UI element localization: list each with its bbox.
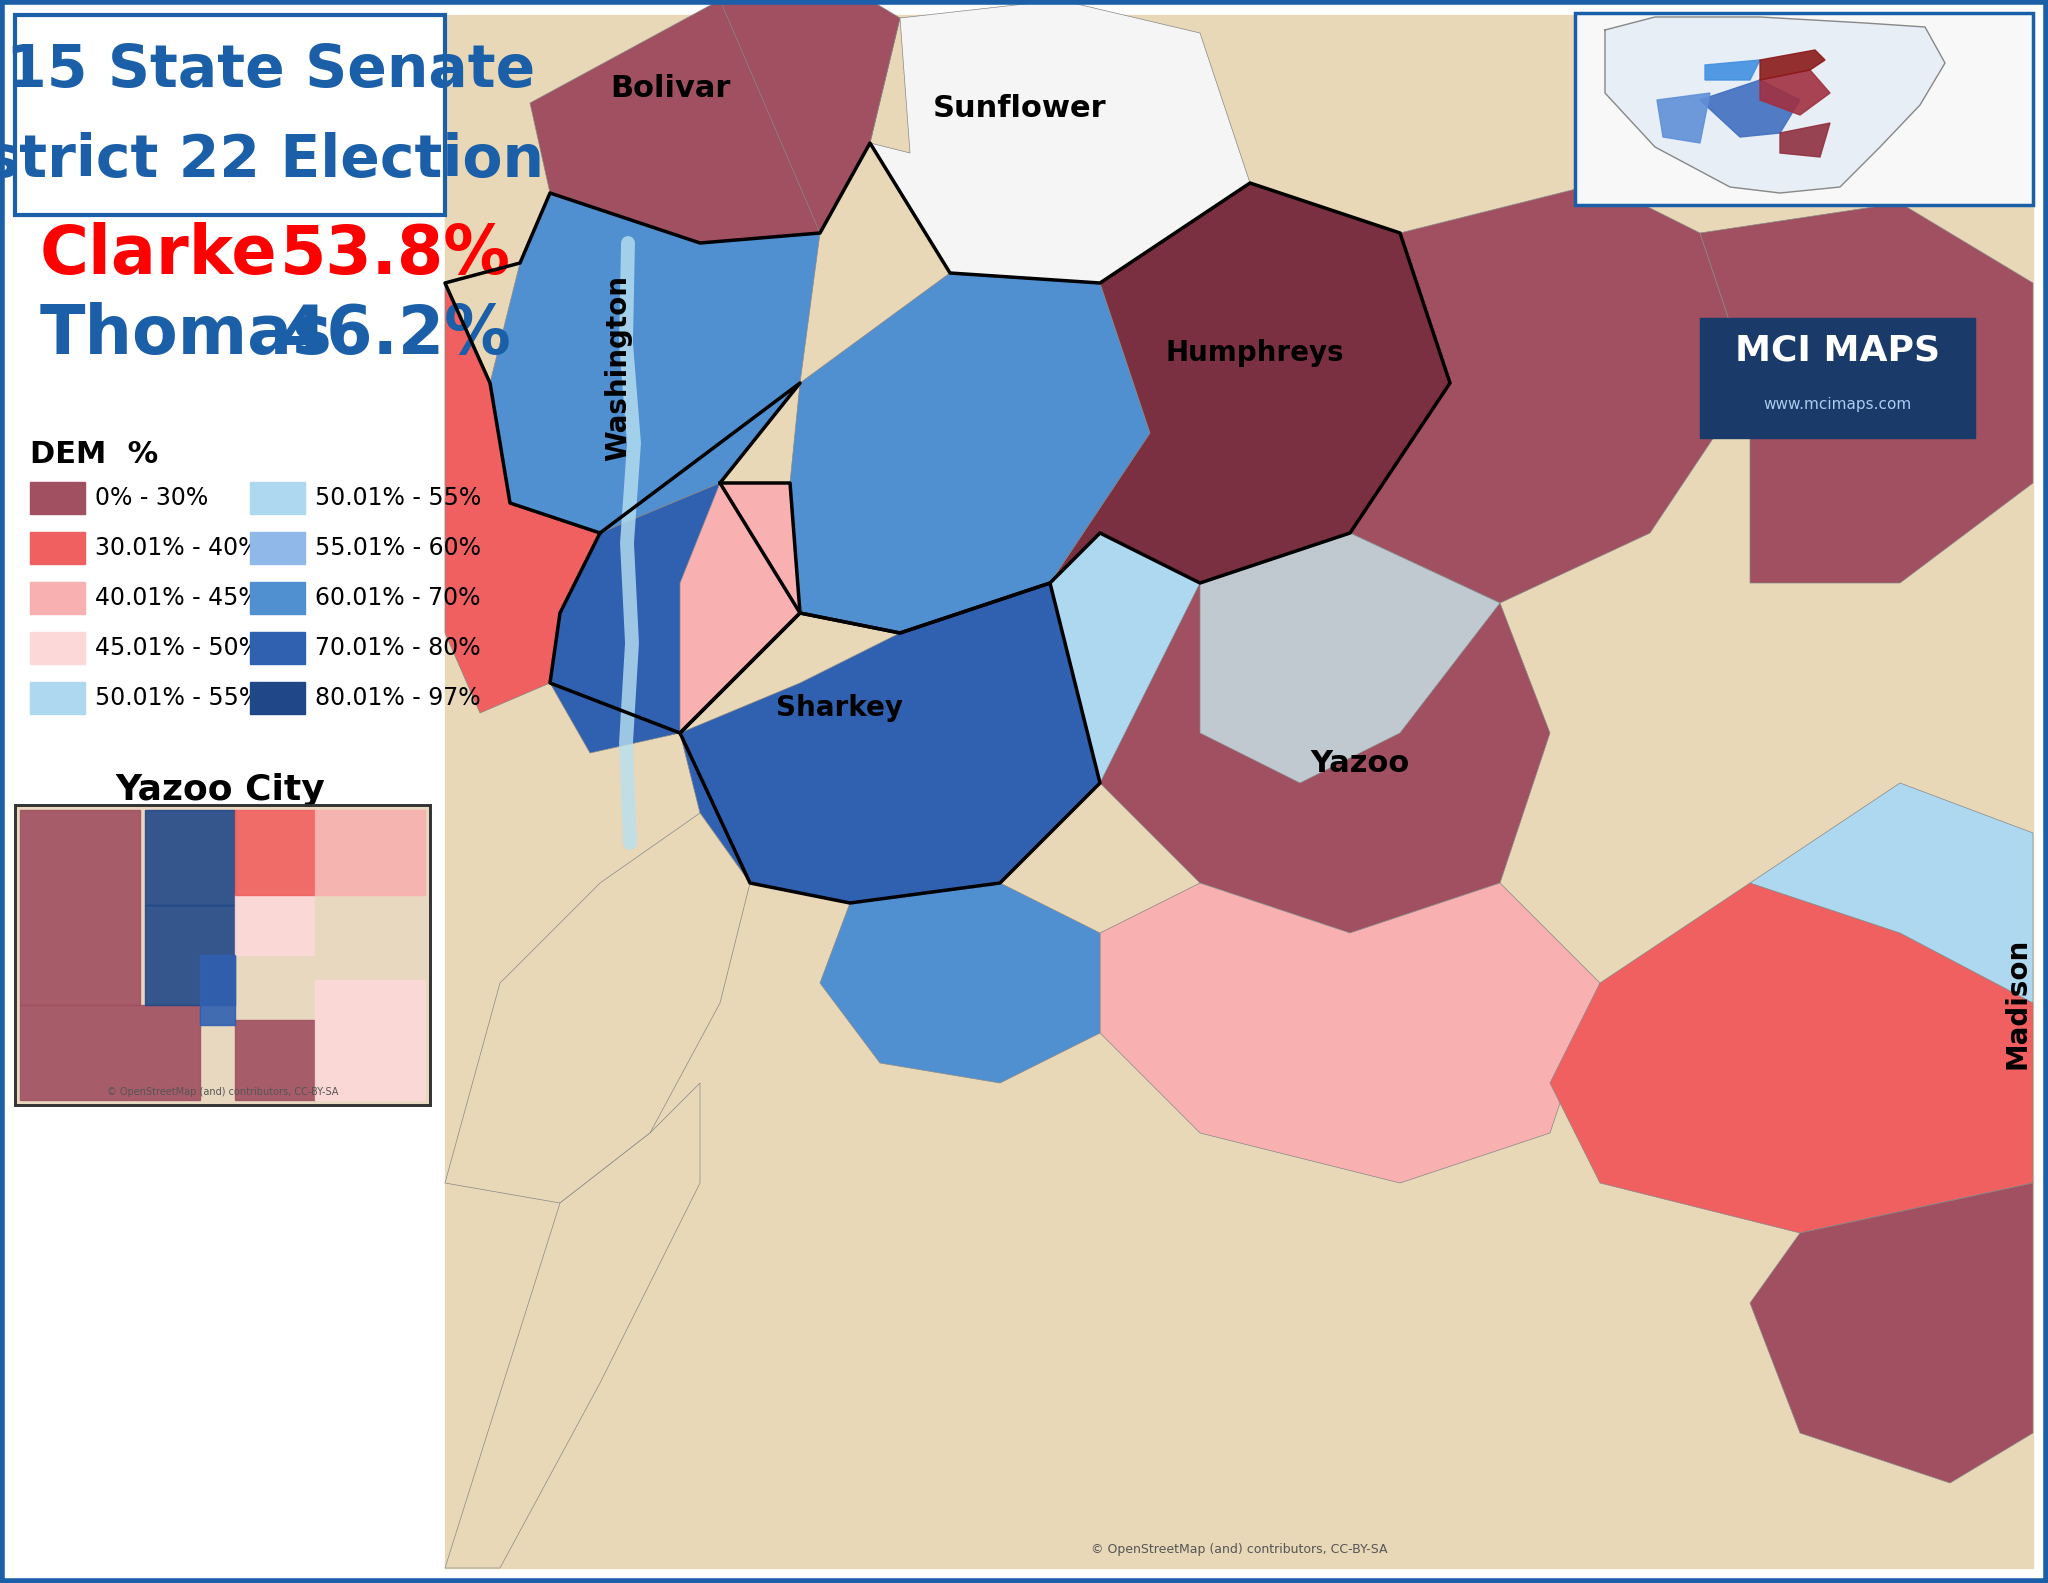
Text: 0% - 30%: 0% - 30% xyxy=(94,486,209,510)
Bar xyxy=(145,905,236,1005)
Text: © OpenStreetMap (and) contributors, CC-BY-SA: © OpenStreetMap (and) contributors, CC-B… xyxy=(106,1088,338,1097)
Bar xyxy=(20,810,139,1005)
Bar xyxy=(250,632,305,663)
Polygon shape xyxy=(1759,51,1825,81)
Bar xyxy=(31,632,86,663)
Bar xyxy=(236,1019,315,1100)
Bar xyxy=(250,532,305,564)
Bar xyxy=(444,14,2034,1569)
Polygon shape xyxy=(1700,203,2034,583)
Bar xyxy=(145,810,236,905)
Text: Thomas: Thomas xyxy=(41,302,332,367)
Polygon shape xyxy=(870,0,1249,283)
Bar xyxy=(250,583,305,614)
Text: Humphreys: Humphreys xyxy=(1165,339,1343,367)
Text: DEM  %: DEM % xyxy=(31,440,158,469)
Bar xyxy=(20,1005,201,1100)
Text: Clarke: Clarke xyxy=(41,222,279,288)
Bar xyxy=(31,583,86,614)
Polygon shape xyxy=(1051,184,1450,583)
Text: © OpenStreetMap (and) contributors, CC-BY-SA: © OpenStreetMap (and) contributors, CC-B… xyxy=(1092,1543,1386,1556)
Polygon shape xyxy=(1749,784,2034,1004)
Polygon shape xyxy=(1100,533,1550,932)
Text: 53.8%: 53.8% xyxy=(281,222,512,288)
Polygon shape xyxy=(680,483,801,733)
Polygon shape xyxy=(721,0,899,233)
Bar xyxy=(250,481,305,514)
Polygon shape xyxy=(1051,533,1200,784)
Polygon shape xyxy=(819,883,1100,1083)
Polygon shape xyxy=(1350,184,1749,603)
Text: 80.01% - 97%: 80.01% - 97% xyxy=(315,685,481,711)
Text: Sharkey: Sharkey xyxy=(776,693,903,722)
Polygon shape xyxy=(1200,533,1499,784)
Text: Yazoo City: Yazoo City xyxy=(115,773,326,807)
Polygon shape xyxy=(1759,70,1831,116)
Polygon shape xyxy=(791,272,1151,633)
Polygon shape xyxy=(1780,123,1831,157)
Text: Yazoo: Yazoo xyxy=(1311,749,1409,777)
Bar xyxy=(31,532,86,564)
Text: 2015 State Senate: 2015 State Senate xyxy=(0,41,535,98)
Bar xyxy=(315,894,426,975)
Text: 70.01% - 80%: 70.01% - 80% xyxy=(315,636,481,660)
Polygon shape xyxy=(530,0,899,244)
Bar xyxy=(14,806,430,1105)
Text: Bolivar: Bolivar xyxy=(610,73,731,103)
Text: 55.01% - 60%: 55.01% - 60% xyxy=(315,537,481,560)
Polygon shape xyxy=(1706,60,1759,81)
Polygon shape xyxy=(1700,81,1800,138)
Polygon shape xyxy=(551,483,750,754)
Text: Washington: Washington xyxy=(604,275,633,461)
Text: District 22 Election: District 22 Election xyxy=(0,131,545,188)
Polygon shape xyxy=(1550,883,2034,1233)
Text: 45.01% - 50%: 45.01% - 50% xyxy=(94,636,260,660)
Polygon shape xyxy=(444,814,750,1203)
Text: www.mcimaps.com: www.mcimaps.com xyxy=(1763,397,1911,412)
Bar xyxy=(315,810,426,894)
Text: MCI MAPS: MCI MAPS xyxy=(1735,334,1939,367)
Text: 40.01% - 45%: 40.01% - 45% xyxy=(94,586,260,609)
Polygon shape xyxy=(680,583,1100,902)
Text: Madison: Madison xyxy=(2005,937,2032,1069)
Bar xyxy=(1575,13,2034,206)
Polygon shape xyxy=(1657,93,1710,142)
Polygon shape xyxy=(1100,883,1599,1183)
Polygon shape xyxy=(1606,17,1946,193)
Text: 30.01% - 40%: 30.01% - 40% xyxy=(94,537,260,560)
Polygon shape xyxy=(444,1083,700,1569)
Bar xyxy=(201,955,236,1026)
Text: 60.01% - 70%: 60.01% - 70% xyxy=(315,586,481,609)
Bar xyxy=(236,894,315,955)
FancyBboxPatch shape xyxy=(14,14,444,215)
Text: 50.01% - 55%: 50.01% - 55% xyxy=(94,685,262,711)
Bar xyxy=(250,682,305,714)
Bar xyxy=(31,682,86,714)
Bar xyxy=(315,980,426,1100)
Polygon shape xyxy=(1749,1183,2034,1483)
Polygon shape xyxy=(444,283,600,712)
Bar xyxy=(31,481,86,514)
Bar xyxy=(14,806,430,1105)
Text: 50.01% - 55%: 50.01% - 55% xyxy=(315,486,481,510)
Polygon shape xyxy=(489,193,819,533)
Text: 46.2%: 46.2% xyxy=(281,302,510,367)
Bar xyxy=(1700,318,1974,438)
Text: Sunflower: Sunflower xyxy=(934,93,1106,122)
Bar xyxy=(236,810,315,894)
